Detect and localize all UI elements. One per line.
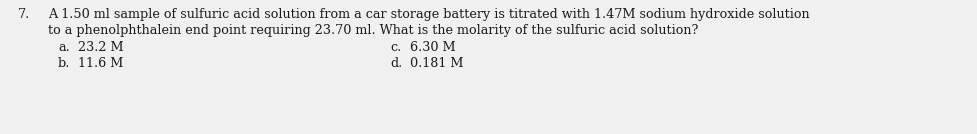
Text: d.: d. bbox=[390, 57, 403, 70]
Text: 23.2 M: 23.2 M bbox=[78, 41, 124, 54]
Text: 7.: 7. bbox=[18, 8, 30, 21]
Text: to a phenolphthalein end point requiring 23.70 ml. What is the molarity of the s: to a phenolphthalein end point requiring… bbox=[48, 24, 699, 37]
Text: a.: a. bbox=[58, 41, 69, 54]
Text: 6.30 M: 6.30 M bbox=[410, 41, 455, 54]
Text: c.: c. bbox=[390, 41, 402, 54]
Text: 11.6 M: 11.6 M bbox=[78, 57, 123, 70]
Text: A 1.50 ml sample of sulfuric acid solution from a car storage battery is titrate: A 1.50 ml sample of sulfuric acid soluti… bbox=[48, 8, 810, 21]
Text: 0.181 M: 0.181 M bbox=[410, 57, 463, 70]
Text: b.: b. bbox=[58, 57, 70, 70]
